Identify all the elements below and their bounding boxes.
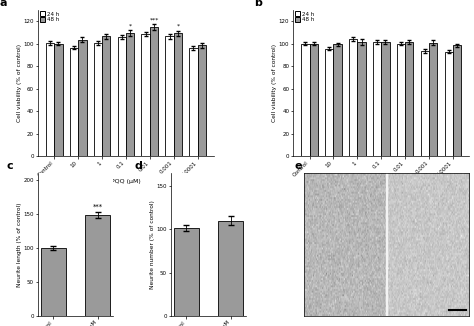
- Bar: [141, 34, 150, 156]
- Bar: [357, 42, 366, 156]
- Legend: 24 h, 48 h: 24 h, 48 h: [294, 11, 315, 23]
- Y-axis label: Cell viability (% of control): Cell viability (% of control): [17, 44, 22, 122]
- X-axis label: PQQ (μM): PQQ (μM): [366, 179, 396, 184]
- Bar: [174, 34, 182, 156]
- Bar: [349, 39, 357, 156]
- Text: *: *: [128, 23, 132, 28]
- Bar: [405, 42, 413, 156]
- Bar: [310, 44, 318, 156]
- Bar: [174, 229, 199, 316]
- Bar: [381, 42, 390, 156]
- Bar: [46, 43, 55, 156]
- Bar: [126, 33, 134, 156]
- Text: *: *: [176, 24, 180, 29]
- Text: e: e: [294, 161, 301, 171]
- Text: ***: ***: [92, 204, 102, 210]
- Legend: 24 h, 48 h: 24 h, 48 h: [39, 11, 60, 23]
- Y-axis label: Neurite length (% of control): Neurite length (% of control): [17, 202, 22, 287]
- Text: ***: ***: [149, 17, 159, 22]
- Bar: [78, 40, 87, 156]
- Bar: [301, 44, 310, 156]
- Bar: [70, 48, 78, 156]
- Bar: [94, 43, 102, 156]
- Bar: [150, 27, 158, 156]
- Bar: [453, 45, 461, 156]
- Bar: [102, 36, 110, 156]
- X-axis label: PQQ (μM): PQQ (μM): [111, 179, 141, 184]
- Bar: [118, 37, 126, 156]
- Text: b: b: [255, 0, 262, 8]
- Bar: [55, 44, 63, 156]
- Bar: [429, 42, 438, 156]
- Bar: [333, 44, 342, 156]
- Bar: [189, 48, 198, 156]
- Bar: [85, 215, 109, 316]
- Bar: [325, 49, 333, 156]
- Y-axis label: Neurite number (% of control): Neurite number (% of control): [150, 200, 155, 289]
- Bar: [41, 248, 65, 316]
- Text: d: d: [135, 161, 143, 171]
- Bar: [397, 44, 405, 156]
- Text: a: a: [0, 0, 7, 8]
- Bar: [420, 51, 429, 156]
- Text: c: c: [6, 161, 13, 171]
- Bar: [445, 52, 453, 156]
- Bar: [198, 45, 206, 156]
- Bar: [219, 221, 243, 316]
- Y-axis label: Cell viability (% of control): Cell viability (% of control): [273, 44, 277, 122]
- Bar: [373, 42, 381, 156]
- Bar: [165, 36, 174, 156]
